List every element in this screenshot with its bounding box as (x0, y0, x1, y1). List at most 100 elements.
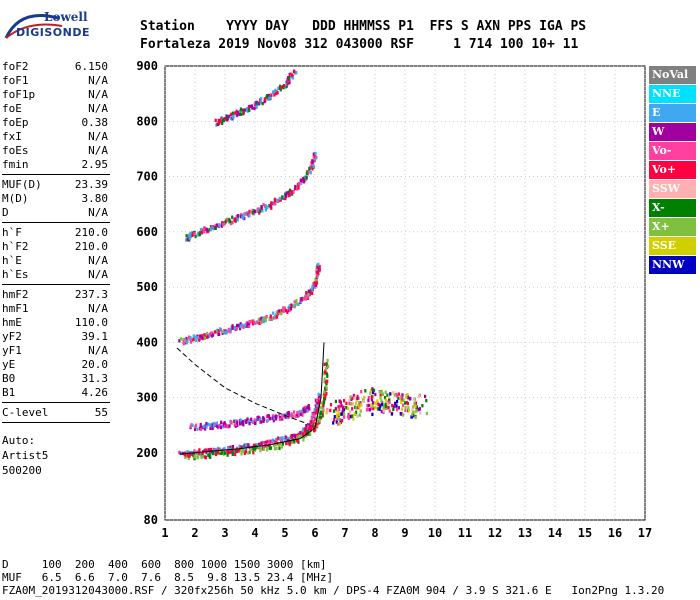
trace-point (360, 403, 363, 407)
trace-point (417, 407, 420, 412)
trace-point (321, 407, 324, 412)
trace-point (216, 424, 219, 428)
trace-point (286, 436, 289, 440)
trace-point (271, 438, 274, 442)
param-value: 237.3 (74, 288, 108, 301)
trace-point (356, 394, 359, 399)
trace-point (338, 407, 341, 412)
trace-point (263, 97, 266, 102)
trace-point (235, 327, 238, 331)
trace-point (242, 111, 245, 115)
trace-point (203, 336, 206, 340)
trace-point (406, 395, 410, 400)
param-row: foE N/A (2, 102, 108, 116)
param-value: N/A (88, 88, 108, 101)
trace-point (210, 450, 214, 454)
trace-point (378, 407, 381, 411)
trace-point (325, 386, 328, 390)
trace-point (254, 419, 258, 423)
trace-point (203, 227, 206, 231)
note-auto: Auto: (2, 434, 36, 447)
trace-point (281, 195, 284, 199)
trace-point (307, 426, 310, 430)
trace-point (402, 403, 405, 407)
trace-point (236, 421, 239, 425)
trace-point (397, 406, 400, 410)
legend-item-e: E (649, 104, 696, 122)
polarization-legend: NoVal NNE E W Vo- Vo+ SSW X- X+ SSE NNW (649, 66, 696, 275)
trace-point (273, 447, 277, 451)
trace-point (307, 170, 310, 174)
trace-point (311, 286, 314, 291)
trace-point (236, 218, 239, 222)
trace-point (242, 214, 245, 218)
trace-fourth-hop (214, 69, 298, 127)
trace-point (231, 452, 234, 456)
trace-point (368, 408, 372, 412)
trace-point (311, 160, 314, 164)
trace-point (354, 394, 357, 399)
trace-point (234, 452, 237, 457)
trace-point (267, 93, 270, 98)
trace-point (231, 215, 234, 219)
trace-point (289, 306, 293, 311)
param-row: B1 4.26 (2, 386, 108, 400)
trace-point (221, 221, 224, 225)
trace-point (223, 421, 226, 425)
trace-point (358, 413, 361, 417)
trace-point (329, 408, 332, 413)
trace-point (193, 427, 197, 432)
trace-point (200, 336, 203, 340)
trace-point (191, 233, 194, 238)
trace-point (211, 426, 214, 431)
trace-point (199, 427, 202, 431)
trace-point (301, 432, 304, 436)
trace-point (194, 425, 197, 429)
trace-point (314, 155, 317, 159)
trace-point (245, 107, 249, 111)
trace-point (306, 430, 309, 434)
trace-point (299, 412, 303, 416)
trace-point (183, 452, 186, 456)
trace-point (240, 112, 243, 116)
trace-point (202, 424, 205, 429)
trace-point (226, 424, 229, 428)
trace-point (251, 106, 254, 110)
trace-point (325, 384, 328, 388)
trace-point (316, 265, 319, 269)
trace-point (229, 221, 232, 226)
trace-point (351, 414, 354, 418)
trace-point (374, 405, 377, 410)
trace-point (294, 186, 297, 190)
trace-point (324, 370, 327, 374)
logo-line1: Lowell (44, 10, 88, 24)
trace-point (199, 334, 202, 338)
trace-point (273, 197, 276, 202)
trace-point (401, 393, 404, 397)
trace-point (192, 334, 195, 338)
trace-point (193, 449, 196, 453)
trace-point (214, 118, 217, 123)
trace-point (297, 435, 300, 439)
footer-block: D 100 200 400 600 800 1000 1500 3000 [km… (2, 558, 664, 597)
trace-point (336, 422, 340, 426)
trace-point (246, 420, 249, 424)
trace-point (262, 203, 265, 207)
trace-point (247, 108, 250, 112)
param-name: hmF2 (2, 288, 29, 301)
trace-point (326, 379, 329, 383)
note-artist: Artist5 (2, 449, 49, 462)
param-row: h`F 210.0 (2, 226, 108, 240)
trace-point (332, 421, 335, 425)
trace-point (227, 447, 230, 451)
trace-point (325, 362, 328, 366)
x-tick-label: 16 (608, 526, 622, 540)
trace-point (266, 94, 269, 98)
param-value: 3.80 (81, 192, 109, 205)
trace-point (303, 178, 306, 183)
trace-point (379, 390, 382, 394)
trace-point (208, 333, 212, 337)
trace-point (312, 425, 316, 429)
trace-point (319, 410, 322, 414)
trace-point (341, 407, 345, 411)
